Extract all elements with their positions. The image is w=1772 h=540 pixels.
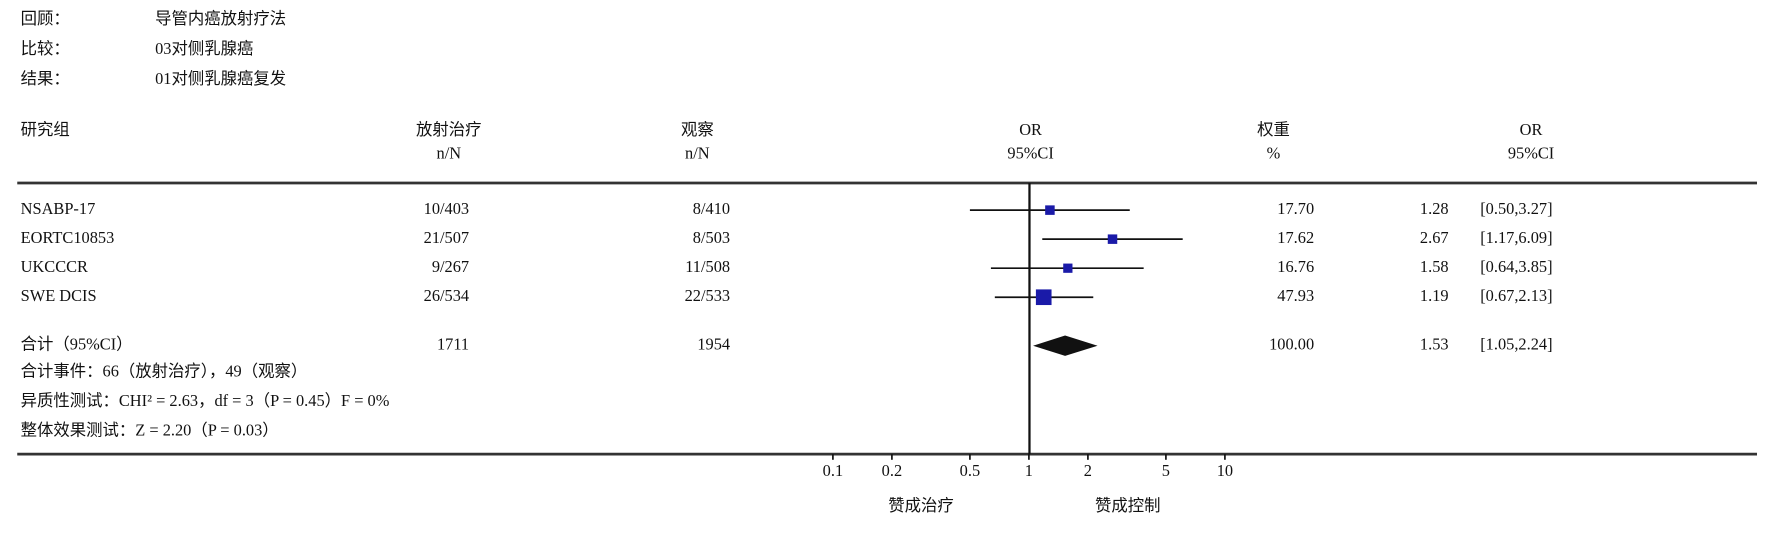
weight: 16.76 <box>1277 257 1314 276</box>
odds-ratio: 1.58 <box>1420 257 1449 276</box>
effect-marker <box>1107 234 1118 244</box>
x-tick-label: 0.2 <box>882 461 902 480</box>
study-name: 合计（95%CI） <box>21 334 133 353</box>
control-count: 11/508 <box>685 257 730 276</box>
confidence-interval: [1.17,6.09] <box>1480 228 1552 247</box>
header-value: 导管内癌放射疗法 <box>155 9 286 28</box>
column-heading: % <box>1267 144 1281 163</box>
column-heading: OR <box>1019 120 1042 139</box>
control-count: 8/503 <box>693 228 730 247</box>
column-heading: 研究组 <box>21 120 70 139</box>
column-heading: 95%CI <box>1007 144 1053 163</box>
x-tick-label: 0.5 <box>960 461 980 480</box>
confidence-interval: [0.64,3.85] <box>1480 257 1552 276</box>
column-heading: 95%CI <box>1508 144 1554 163</box>
column-heading: n/N <box>437 144 462 163</box>
column-heading: 权重 <box>1257 120 1290 139</box>
x-tick-label: 2 <box>1084 461 1092 480</box>
odds-ratio: 2.67 <box>1420 228 1449 247</box>
x-tick-label: 0.1 <box>823 461 843 480</box>
header-label: 结果： <box>21 69 70 88</box>
header-label: 比较： <box>21 39 70 58</box>
odds-ratio: 1.19 <box>1420 286 1449 305</box>
column-heading: 放射治疗 <box>416 120 482 139</box>
study-name: NSABP-17 <box>21 199 96 218</box>
treatment-count: 10/403 <box>424 199 470 218</box>
summary-note: 异质性测试：CHI² = 2.63，df = 3（P = 0.45）F = 0% <box>21 391 390 410</box>
header-value: 03对侧乳腺癌 <box>155 39 253 58</box>
column-heading: n/N <box>685 144 710 163</box>
control-count: 1954 <box>697 334 730 353</box>
control-count: 8/410 <box>693 199 730 218</box>
x-tick-label: 10 <box>1217 461 1233 480</box>
pooled-diamond <box>1033 335 1098 356</box>
x-tick-label: 5 <box>1162 461 1170 480</box>
study-name: UKCCCR <box>21 257 88 276</box>
weight: 47.93 <box>1277 286 1314 305</box>
confidence-interval: [0.50,3.27] <box>1480 199 1552 218</box>
x-direction-label: 赞成控制 <box>1095 496 1161 515</box>
treatment-count: 9/267 <box>432 257 469 276</box>
treatment-count: 1711 <box>437 334 469 353</box>
effect-marker <box>1045 205 1055 215</box>
effect-marker <box>1035 289 1052 306</box>
effect-marker <box>1063 263 1073 273</box>
x-tick-label: 1 <box>1025 461 1033 480</box>
column-heading: 观察 <box>681 120 714 139</box>
confidence-interval: [1.05,2.24] <box>1480 334 1552 353</box>
weight: 17.70 <box>1277 199 1314 218</box>
column-heading: OR <box>1520 120 1543 139</box>
summary-note: 合计事件：66（放射治疗），49（观察） <box>21 362 308 381</box>
summary-note: 整体效果测试：Z = 2.20（P = 0.03） <box>21 420 279 439</box>
treatment-count: 21/507 <box>424 228 470 247</box>
odds-ratio: 1.28 <box>1420 199 1449 218</box>
header-label: 回顾： <box>21 9 70 28</box>
treatment-count: 26/534 <box>424 286 470 305</box>
study-name: EORTC10853 <box>21 228 115 247</box>
confidence-interval: [0.67,2.13] <box>1480 286 1552 305</box>
odds-ratio: 1.53 <box>1420 334 1449 353</box>
x-direction-label: 赞成治疗 <box>888 496 954 515</box>
header-value: 01对侧乳腺癌复发 <box>155 69 286 88</box>
weight: 100.00 <box>1269 334 1314 353</box>
control-count: 22/533 <box>685 286 731 305</box>
weight: 17.62 <box>1277 228 1314 247</box>
study-name: SWE DCIS <box>21 286 97 305</box>
